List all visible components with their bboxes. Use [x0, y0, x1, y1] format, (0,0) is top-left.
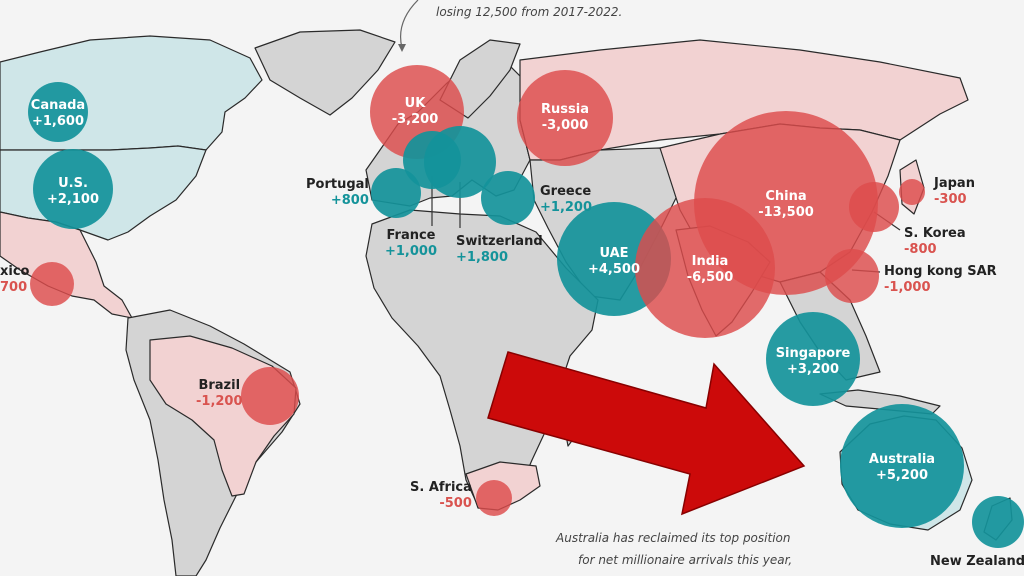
bubble-layer — [28, 65, 1024, 548]
safrica-bubble — [476, 480, 512, 516]
switzerland-value: +1,800 — [456, 250, 509, 265]
uk-name: UK — [404, 96, 426, 111]
switzerland-label: Switzerland +1,800 — [456, 234, 543, 266]
canada-label: Canada +1,600 — [31, 98, 85, 130]
russia-name: Russia — [541, 102, 589, 117]
portugal-label: Portugal +800 — [306, 177, 369, 209]
brazil-label: Brazil -1,200 — [196, 378, 243, 410]
greece-name: Greece — [540, 184, 592, 199]
switzerland-name: Switzerland — [456, 234, 543, 249]
mexico-name: xico — [0, 264, 30, 279]
japan-label: Japan -300 — [934, 176, 975, 208]
annotation-bottom-line2: for net millionaire arrivals this year, — [578, 553, 793, 567]
newzealand-bubble — [972, 496, 1024, 548]
greece-value: +1,200 — [540, 200, 593, 215]
china-label: China -13,500 — [758, 189, 814, 221]
france-value: +1,000 — [384, 244, 438, 259]
safrica-value: -500 — [439, 496, 472, 511]
greenland-shape — [254, 29, 396, 116]
safrica-name: S. Africa — [410, 480, 472, 495]
uk-value: -3,200 — [391, 112, 439, 127]
uae-name: UAE — [599, 246, 629, 261]
skorea-label: S. Korea -800 — [904, 226, 966, 258]
annotation-arrow-top-head — [398, 44, 406, 52]
singapore-bubble — [766, 312, 860, 406]
annotation-top: losing 12,500 from 2017-2022. — [436, 5, 623, 19]
france-name: France — [386, 228, 436, 243]
russia-label: Russia -3,000 — [541, 102, 589, 134]
big-red-arrow — [487, 351, 806, 516]
china-name: China — [765, 189, 807, 204]
uae-label: UAE +4,500 — [588, 246, 640, 278]
skorea-name: S. Korea — [904, 226, 966, 241]
brazil-value: -1,200 — [196, 394, 243, 409]
newzealand-name: New Zealand — [930, 554, 1024, 569]
portugal-value: +800 — [330, 193, 369, 208]
us-value: +2,100 — [46, 192, 100, 207]
us-label: U.S. +2,100 — [47, 176, 99, 208]
russia-bubble — [517, 70, 613, 166]
india-name: India — [691, 254, 729, 269]
singapore-value: +3,200 — [786, 362, 839, 377]
australia-bubble — [840, 404, 964, 528]
japan-name: Japan — [934, 176, 975, 191]
russia-value: -3,000 — [541, 118, 589, 133]
hongkong-label: Hong kong SAR -1,000 — [884, 264, 997, 296]
hongkong-bubble — [825, 249, 879, 303]
mexico-value: 700 — [0, 280, 28, 295]
mexico-label: xico 700 — [0, 264, 29, 296]
singapore-name: Singapore — [775, 346, 851, 361]
greece-label: Greece +1,200 — [540, 184, 592, 216]
japan-value: -300 — [934, 192, 967, 207]
portugal-name: Portugal — [306, 177, 369, 192]
safrica-label: S. Africa -500 — [410, 480, 472, 512]
china-bubble — [694, 111, 878, 295]
india-label: India -6,500 — [687, 254, 734, 286]
annotation-arrow-top — [399, 0, 419, 49]
us-bubble — [33, 149, 113, 229]
uae-value: +4,500 — [587, 262, 641, 277]
india-value: -6,500 — [686, 270, 734, 285]
portugal-bubble — [371, 168, 421, 218]
australia-value: +5,200 — [875, 468, 929, 483]
us-name: U.S. — [58, 176, 88, 191]
hongkong-name: Hong kong SAR — [884, 264, 997, 279]
switzerland-bubble — [424, 126, 496, 198]
skorea-bubble — [849, 182, 899, 232]
australia-label: Australia +5,200 — [869, 452, 935, 484]
canada-value: +1,600 — [31, 114, 85, 129]
uk-label: UK -3,200 — [392, 96, 439, 128]
hongkong-value: -1,000 — [884, 280, 931, 295]
china-value: -13,500 — [758, 205, 814, 220]
brazil-name: Brazil — [198, 378, 241, 393]
brazil-bubble — [241, 367, 299, 425]
canada-name: Canada — [30, 98, 86, 113]
annotation-bottom-line1: Australia has reclaimed its top position — [556, 531, 791, 545]
skorea-value: -800 — [904, 242, 937, 257]
france-label: France +1,000 — [385, 228, 437, 260]
japan-bubble — [899, 179, 925, 205]
greece-bubble — [481, 171, 535, 225]
singapore-label: Singapore +3,200 — [776, 346, 851, 378]
mexico-bubble — [30, 262, 74, 306]
canada-bubble — [28, 82, 88, 142]
australia-name: Australia — [868, 452, 936, 467]
newzealand-label: New Zealand — [930, 554, 1024, 570]
